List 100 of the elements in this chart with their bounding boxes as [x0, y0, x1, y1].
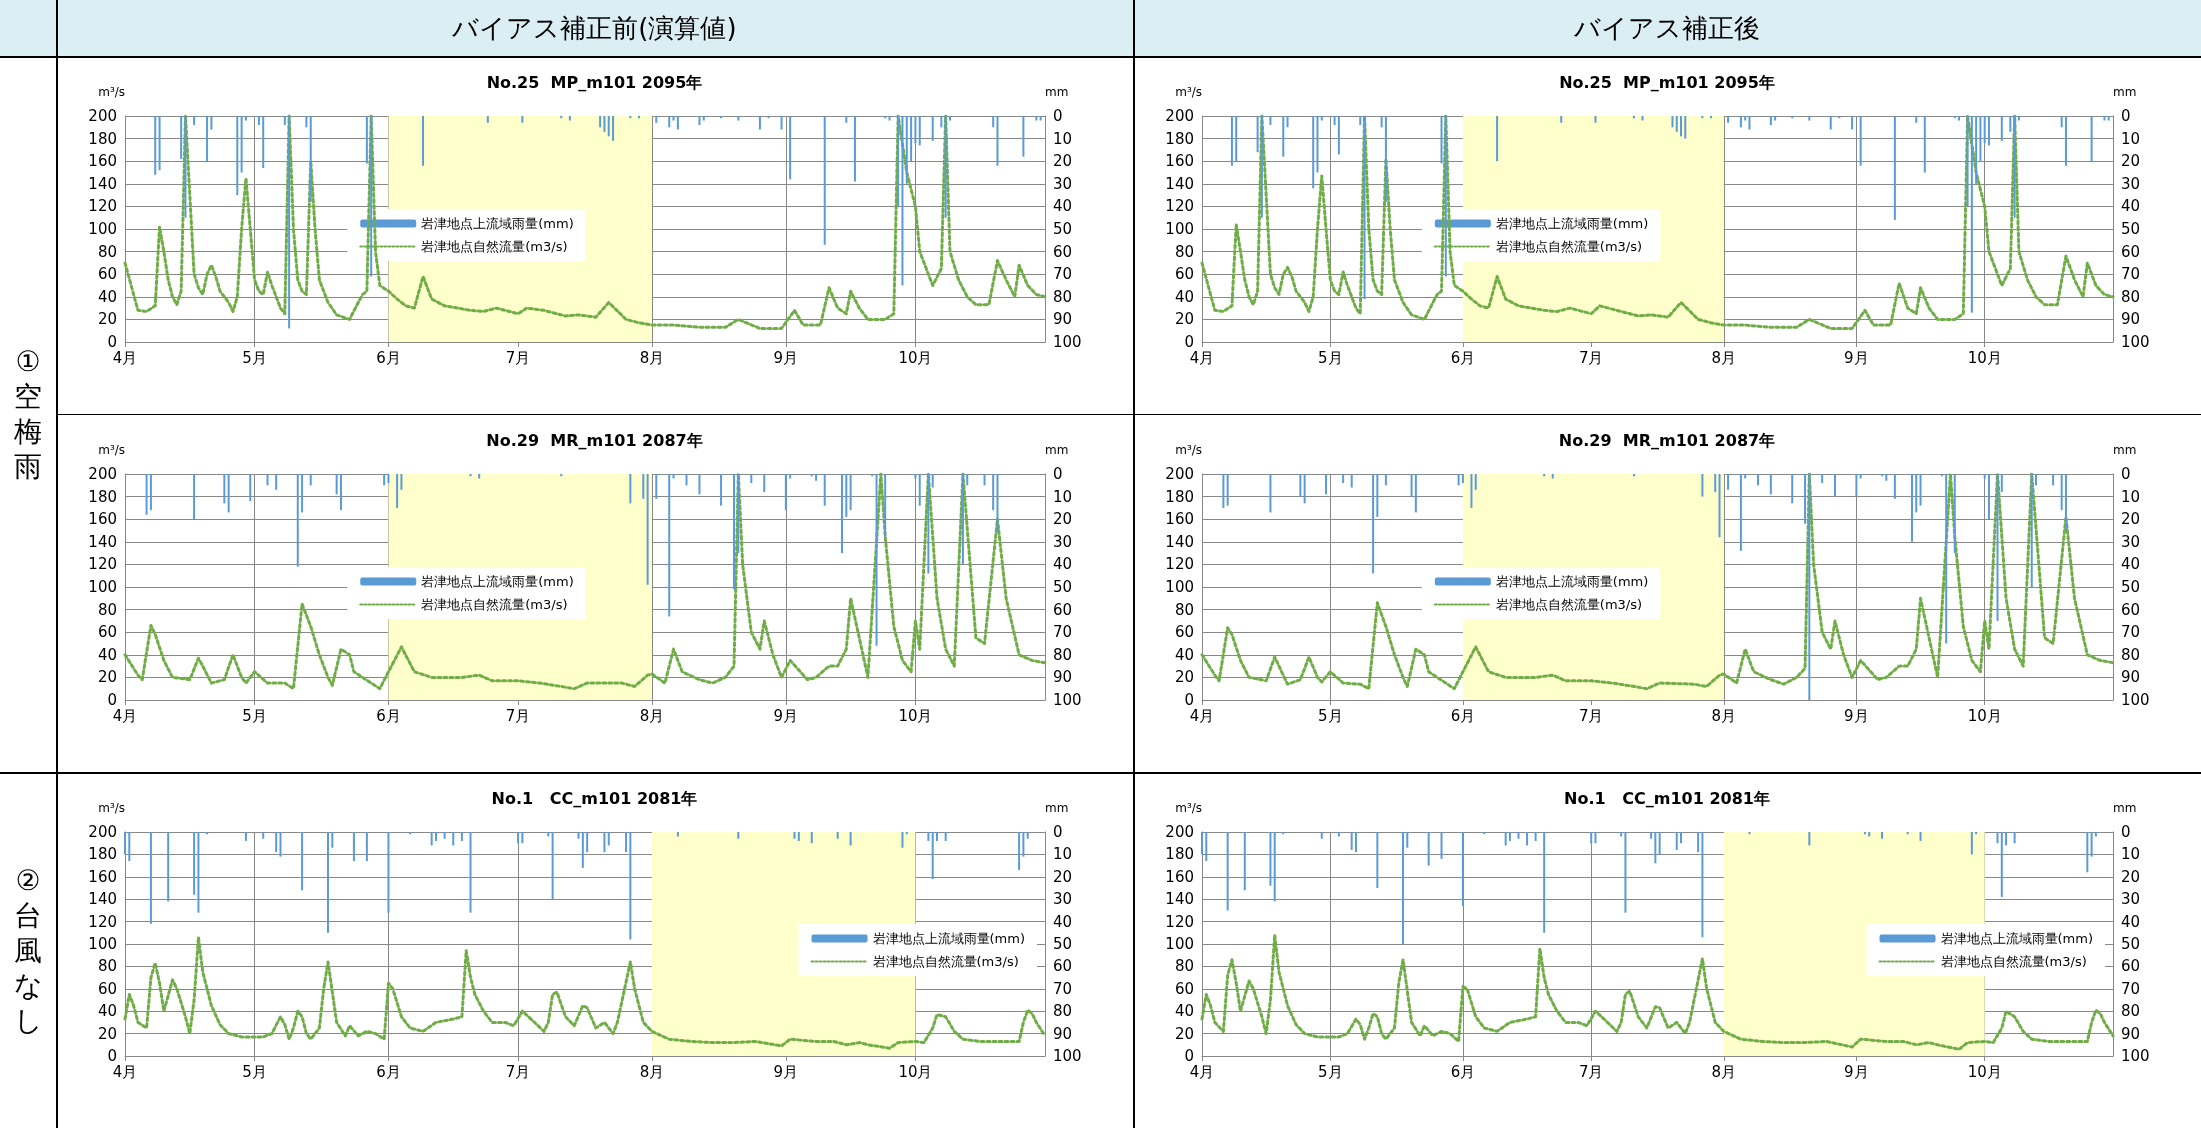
x-tick-label: 9月 — [773, 706, 799, 725]
y-tick-label: 60 — [97, 265, 117, 284]
y-tick-label: 180 — [88, 845, 117, 864]
bar — [655, 116, 658, 123]
y-tick-label: 200 — [88, 823, 117, 841]
bar — [206, 116, 209, 162]
bar — [2060, 116, 2063, 128]
y2-tick-label: 100 — [2121, 1047, 2150, 1065]
bar — [845, 116, 848, 123]
y-tick-label: 100 — [88, 578, 117, 596]
bar — [2060, 474, 2063, 511]
y-tick-label: 0 — [1184, 1047, 1194, 1065]
y2-tick-label: 50 — [1053, 935, 1073, 953]
bar — [1384, 474, 1387, 486]
bar — [1919, 474, 1922, 506]
legend-label: 岩津地点自然流量(m3/s) — [1495, 239, 1643, 254]
bar — [849, 832, 852, 846]
bar — [1757, 474, 1760, 486]
bar — [1359, 116, 1362, 126]
bar — [1543, 832, 1546, 933]
bar — [1282, 832, 1285, 835]
bar — [469, 832, 472, 913]
x-tick-label: 5月 — [1318, 706, 1343, 725]
x-tick-label: 10月 — [1967, 1062, 2002, 1081]
bar — [914, 474, 917, 479]
bar — [167, 832, 170, 902]
bar — [1945, 474, 1948, 644]
y-tick-label: 160 — [88, 510, 117, 529]
y-tick-label: 100 — [1165, 220, 1194, 238]
x-tick-label: 9月 — [773, 1062, 799, 1081]
bar — [1859, 116, 1862, 166]
bar — [983, 474, 986, 486]
legend-label: 岩津地点自然流量(m3/s) — [421, 239, 568, 254]
bar — [1804, 474, 1807, 524]
bar — [1701, 474, 1704, 497]
y2-tick-label: 20 — [1053, 510, 1073, 529]
bar — [1470, 474, 1473, 508]
y-tick-label: 180 — [1165, 487, 1194, 506]
bar — [918, 116, 921, 146]
bar — [901, 116, 904, 286]
bar — [266, 474, 269, 486]
bar — [629, 832, 632, 940]
bar — [1915, 116, 1918, 123]
bar — [581, 832, 584, 868]
y2-tick-label: 90 — [1053, 668, 1073, 687]
x-tick-label: 8月 — [639, 1062, 665, 1081]
bar — [672, 474, 675, 479]
y-tick-label: 20 — [1174, 310, 1194, 329]
bar — [992, 474, 995, 511]
bar — [1739, 474, 1742, 551]
bar — [931, 832, 934, 880]
bar — [931, 474, 934, 488]
bar — [396, 474, 399, 508]
y2-tick-label: 10 — [2121, 845, 2141, 864]
y2-tick-label: 50 — [1053, 220, 1073, 238]
x-tick-label: 8月 — [1711, 1062, 1737, 1081]
bar — [1260, 116, 1263, 218]
x-tick-label: 8月 — [639, 706, 665, 725]
y-tick-label: 100 — [88, 220, 117, 238]
bar — [149, 474, 152, 511]
chart-title: No.29 MR_m101 2087年 — [486, 430, 703, 450]
bar — [1680, 832, 1683, 844]
bar — [1906, 832, 1909, 835]
y2-tick-label: 60 — [1053, 957, 1073, 976]
bar — [1457, 474, 1460, 486]
bar — [352, 832, 355, 862]
bar — [335, 474, 338, 495]
y-tick-label: 0 — [107, 333, 117, 351]
bar — [1414, 474, 1417, 513]
bar — [1256, 116, 1259, 153]
y-tick-label: 140 — [1165, 890, 1194, 909]
y2-tick-label: 60 — [1053, 600, 1073, 619]
bar — [1893, 116, 1896, 220]
bar — [2009, 116, 2012, 132]
bar — [1769, 474, 1772, 495]
bar — [1701, 832, 1704, 938]
bar — [387, 832, 390, 913]
bar — [1483, 832, 1486, 835]
bar — [1953, 474, 1956, 554]
bar — [1675, 116, 1678, 132]
y2-tick-label: 20 — [1053, 867, 1073, 886]
bar — [1273, 832, 1276, 902]
bar — [275, 474, 278, 490]
bar — [884, 474, 887, 538]
y-tick-label: 20 — [97, 1024, 117, 1043]
legend-label: 岩津地点上流域雨量(mm) — [872, 931, 1026, 946]
x-tick-label: 10月 — [898, 706, 933, 725]
bar — [931, 116, 934, 141]
y-tick-label: 80 — [97, 600, 117, 619]
bar — [365, 116, 368, 164]
bar — [905, 832, 908, 835]
bar — [1243, 832, 1246, 891]
y2-tick-label: 40 — [2121, 555, 2141, 574]
bar — [1987, 116, 1990, 146]
y2-tick-label: 90 — [1053, 1024, 1073, 1043]
bar — [244, 116, 247, 121]
bar — [1654, 832, 1657, 864]
bar — [672, 116, 675, 121]
y-tick-label: 40 — [97, 645, 117, 664]
y2-tick-label: 40 — [2121, 197, 2141, 216]
